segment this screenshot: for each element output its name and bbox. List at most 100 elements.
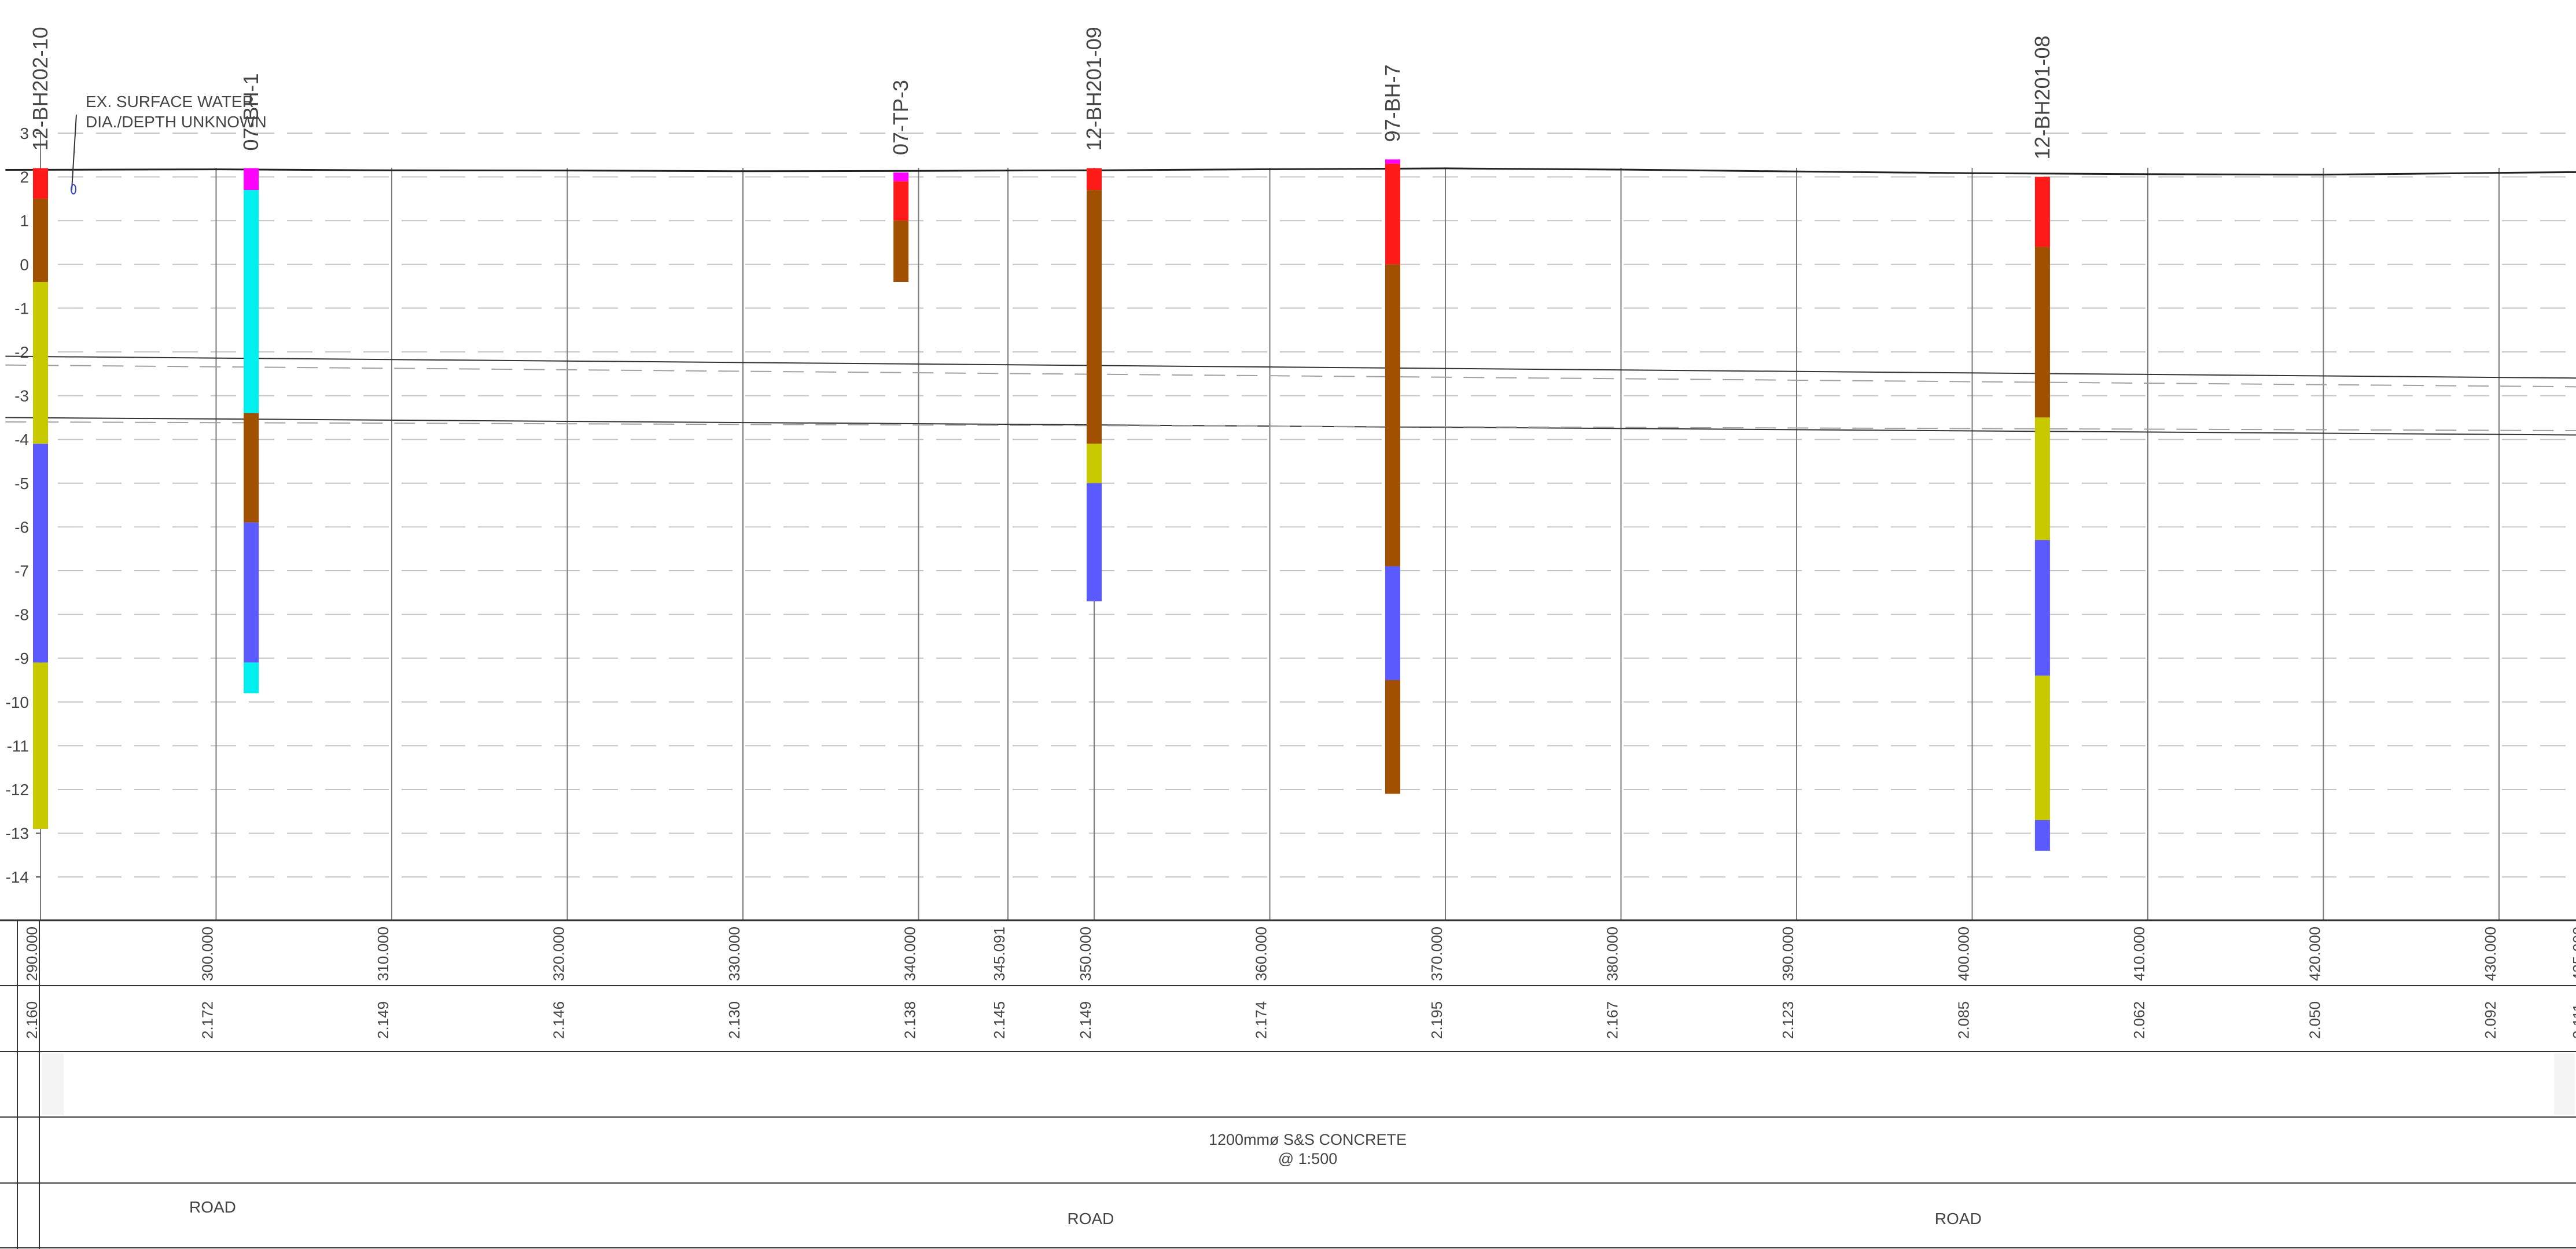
elevation-tick-label: -12	[6, 781, 29, 799]
station-label: 410.000	[2130, 927, 2148, 981]
annotation-line-1: EX. SURFACE WATER	[86, 93, 254, 111]
borehole-layer	[2034, 540, 2050, 676]
elevation-tick-label: -6	[14, 518, 29, 536]
borehole-layer	[1087, 168, 1102, 190]
borehole-layer	[1087, 483, 1102, 601]
pipe-label-line-2: @ 1:500	[1278, 1150, 1337, 1167]
borehole-label: 97-BH-7	[1381, 64, 1404, 142]
borehole-layer	[33, 168, 48, 199]
borehole-layer	[2034, 247, 2050, 418]
pipe-top-line	[5, 355, 2576, 379]
ground-elevation-label: 2.138	[901, 1001, 919, 1039]
ground-elevation-label: 2.149	[1077, 1001, 1094, 1039]
station-label: 390.000	[1779, 927, 1797, 981]
station-label: 400.000	[1955, 927, 1973, 981]
road-label: ROAD	[1067, 1210, 1114, 1228]
pipe-label-line-1: 1200mmø S&S CONCRETE	[1209, 1131, 1407, 1148]
borehole-layer	[1087, 190, 1102, 444]
borehole-layer	[1385, 163, 1400, 265]
station-label: 430.000	[2482, 927, 2499, 981]
borehole-layer	[33, 199, 48, 282]
elevation-tick-label: 0	[20, 256, 29, 274]
table-shaded-cell	[42, 1053, 64, 1115]
elevation-tick-label: -14	[6, 868, 29, 886]
borehole-label: 07-TP-3	[889, 80, 912, 155]
borehole-layer	[1385, 566, 1400, 680]
pipe-lines	[5, 355, 2576, 436]
borehole-labels: 12-BH202-10 07-BH-1 07-TP-3 12-BH201-09 97-B…	[28, 27, 2054, 159]
borehole-layer	[893, 172, 909, 182]
road-labels-row: ROAD ROAD ROAD	[189, 1198, 1982, 1228]
elevation-tick-label: -13	[6, 825, 29, 843]
ground-elevation-label: 2.174	[1253, 1001, 1270, 1039]
ground-elevation-label: 2.172	[199, 1001, 216, 1039]
station-label: 340.000	[901, 927, 919, 981]
elevation-tick-label: -10	[6, 693, 29, 711]
ground-elevation-label: 2.062	[2130, 1001, 2148, 1039]
ground-elevation-label: 2.145	[991, 1001, 1008, 1039]
borehole-layer	[244, 413, 259, 523]
ground-elevation-label: 2.160	[23, 1001, 41, 1039]
data-table: 290.000 300.000 310.000 320.000 330.000 340.0…	[0, 919, 2576, 1249]
borehole-layer	[2034, 820, 2050, 851]
ground-elevation-label: 2.123	[1779, 1001, 1797, 1039]
station-label: 300.000	[199, 927, 216, 981]
road-label: ROAD	[189, 1198, 236, 1216]
borehole-layer	[2034, 417, 2050, 541]
station-labels-row: 290.000 300.000 310.000 320.000 330.000 340.0…	[23, 927, 2576, 981]
ground-elevation-label: 2.085	[1955, 1001, 1973, 1039]
ground-elevation-label: 2.050	[2306, 1001, 2324, 1039]
elevation-tick-label: -7	[14, 562, 29, 580]
pipe-bottom-line	[5, 417, 2576, 436]
elevation-tick-label: -11	[7, 737, 29, 755]
borehole-layer	[1385, 159, 1400, 164]
ground-elevation-label: 2.146	[550, 1001, 568, 1039]
borehole-layer	[2034, 675, 2050, 820]
elevation-tick-label: -5	[14, 475, 29, 493]
elevation-tick-label: 3	[20, 124, 29, 142]
borehole-layer	[244, 522, 259, 663]
ground-profile-line	[5, 167, 2576, 176]
elevation-axis: 3 2 1 0 -1 -2 -3 -4 -5 -6 -7 -8 -9 -10 -11 -12 -13 -14	[6, 124, 41, 886]
annotation-leader	[71, 114, 77, 190]
borehole-layer	[33, 662, 48, 829]
ground-elevation-label: 2.111	[2570, 1004, 2576, 1039]
borehole-layer	[1385, 264, 1400, 567]
station-label: 370.000	[1428, 927, 1445, 981]
elevation-tick-label: -1	[14, 299, 29, 317]
station-label: 360.000	[1253, 927, 1270, 981]
station-label: 350.000	[1077, 927, 1094, 981]
borehole-layer	[33, 443, 48, 663]
borehole-layer	[244, 168, 259, 190]
station-label: 345.091	[991, 927, 1008, 981]
station-label: 320.000	[550, 927, 568, 981]
station-label: 310.000	[374, 927, 392, 981]
pipe-top-dashed-line	[5, 364, 2576, 388]
table-shaded-cell	[2554, 1053, 2575, 1115]
borehole-layer	[893, 181, 909, 221]
surface-water-annotation: EX. SURFACE WATER DIA./DEPTH UNKNOWN	[71, 93, 267, 194]
elevation-tick-label: 1	[20, 212, 29, 230]
station-label: 380.000	[1604, 927, 1621, 981]
station-label: 420.000	[2306, 927, 2324, 981]
elevation-tick-label: 2	[20, 168, 29, 186]
pipe-bottom-dashed-line	[5, 421, 2576, 432]
borehole-label: 12-BH201-08	[2030, 35, 2054, 159]
elevation-tick-label: -9	[14, 649, 29, 667]
ground-elevation-label: 2.195	[1428, 1001, 1445, 1039]
borehole-label: 12-BH201-09	[1082, 27, 1106, 150]
borehole-layer	[33, 282, 48, 444]
borehole-label: 07-BH-1	[239, 73, 263, 150]
station-label: 290.000	[23, 927, 41, 981]
ground-elevation-label: 2.149	[374, 1001, 392, 1039]
borehole-layer	[893, 221, 909, 282]
elevation-tick-label: -2	[14, 343, 29, 361]
station-label: 330.000	[726, 927, 743, 981]
annotation-line-2: DIA./DEPTH UNKNOWN	[86, 113, 267, 131]
boreholes	[33, 159, 2050, 851]
elevation-tick-label: -3	[14, 387, 29, 405]
ground-elevation-label: 2.130	[726, 1001, 743, 1039]
borehole-layer	[244, 190, 259, 413]
